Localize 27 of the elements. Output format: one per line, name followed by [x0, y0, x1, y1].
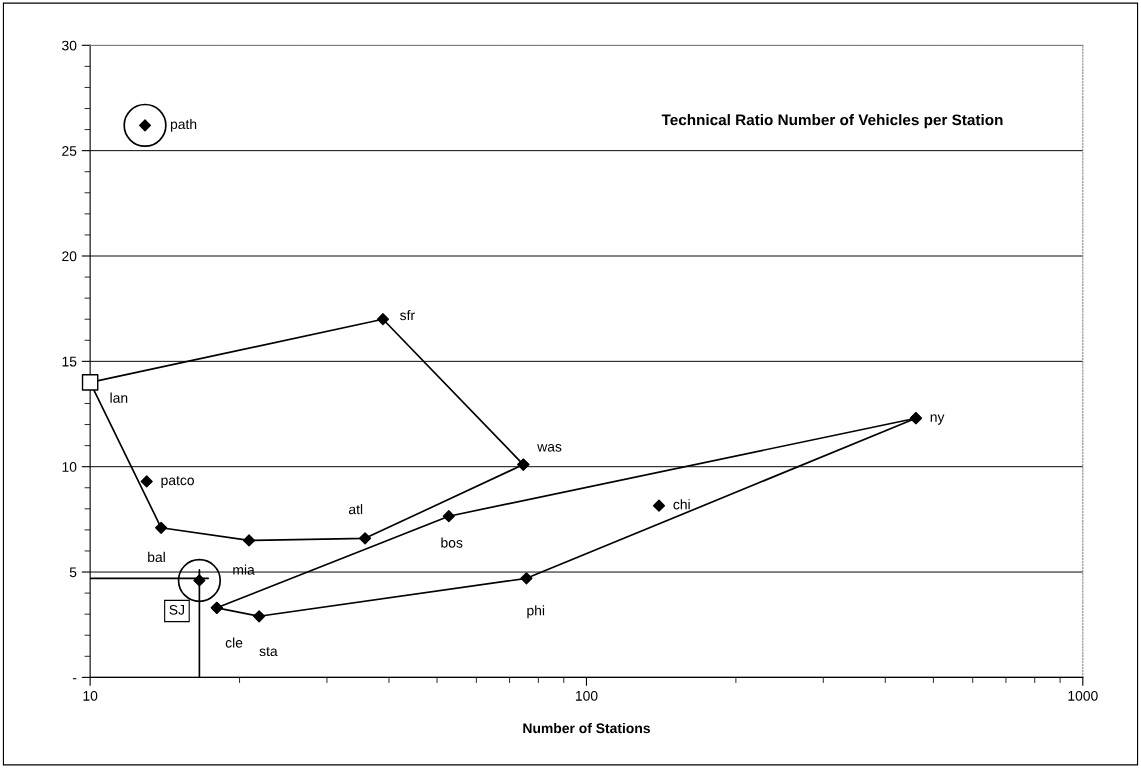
x-tick-label: 1000: [1068, 690, 1098, 701]
annotation: ny: [930, 414, 945, 425]
annotation: bos: [441, 537, 463, 548]
y-tick-label: 10: [62, 462, 77, 472]
annotation: mia: [233, 564, 255, 575]
x-axis-title: Number of Stations: [523, 722, 650, 734]
y-tick-label: 30: [62, 40, 77, 51]
x-tick-label: 10: [83, 690, 98, 701]
annotation: bal: [148, 551, 165, 563]
annotation: atl: [348, 504, 363, 515]
annotation: phi: [527, 605, 545, 619]
annotation: sfr: [400, 309, 415, 321]
annotation: chi: [673, 499, 690, 510]
y-tick-label: 15: [62, 356, 77, 367]
y-tick-label: 5: [69, 567, 77, 578]
annotation: cle: [225, 637, 243, 648]
x-tick-label: 100: [575, 690, 598, 701]
annotation: lan: [110, 392, 128, 403]
y-tick-label: 25: [62, 145, 77, 156]
annotation: patco: [161, 476, 194, 488]
annotation: was: [537, 444, 562, 452]
y-tick-label: -: [72, 678, 77, 680]
annotation: SJ: [169, 604, 185, 615]
y-tick-label: 20: [62, 251, 77, 262]
annotation: sta: [259, 647, 278, 657]
annotation: path: [170, 118, 197, 132]
text: Technical Ratio Number of Vehicles per Station: [661, 114, 1003, 129]
